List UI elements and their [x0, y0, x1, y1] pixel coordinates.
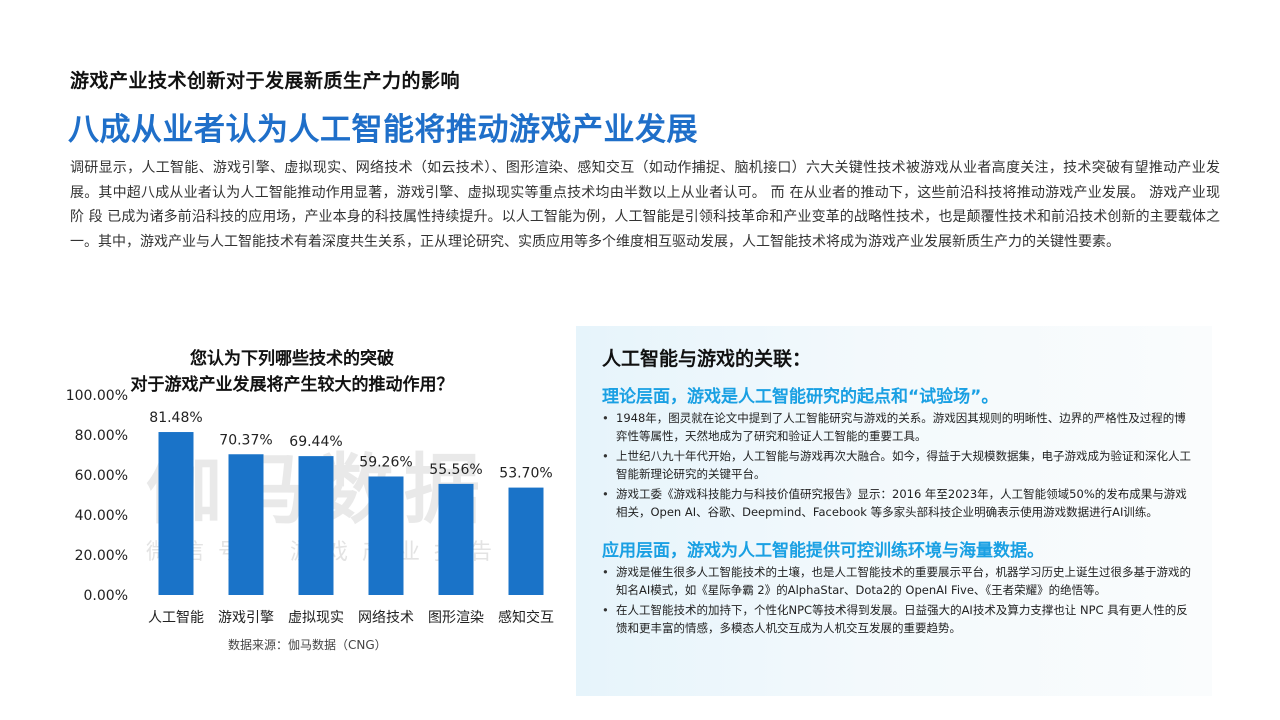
y-tick-label: 60.00%	[75, 468, 128, 484]
theory-bullet-list: 1948年，图灵就在论文中提到了人工智能研究与游戏的关系。游戏因其规则的明晰性、…	[602, 410, 1196, 524]
bar-value-label: 59.26%	[359, 454, 412, 470]
y-tick-label: 40.00%	[75, 508, 128, 524]
y-tick-label: 20.00%	[75, 548, 128, 564]
bar-2	[228, 454, 264, 595]
data-source: 数据来源：伽马数据（CNG）	[228, 638, 387, 652]
x-category-label: 感知交互	[498, 609, 554, 626]
bar-value-label: 69.44%	[289, 434, 342, 450]
y-tick-label: 0.00%	[84, 588, 128, 604]
list-item: 在人工智能技术的加持下，个性化NPC等技术得到发展。日益强大的AI技术及算力支撑…	[602, 602, 1196, 637]
list-item: 游戏工委《游戏科技能力与科技价值研究报告》显示：2016 年至2023年，人工智…	[602, 486, 1196, 521]
bar-5	[438, 483, 474, 595]
chart-title-line-1: 您认为下列哪些技术的突破	[190, 349, 394, 369]
bar-value-label: 53.70%	[499, 466, 552, 482]
x-category-label: 虚拟现实	[288, 610, 344, 626]
chart-title-line-2: 对于游戏产业发展将产生较大的推动作用？	[130, 375, 454, 395]
x-category-label: 游戏引擎	[218, 610, 274, 626]
bar-6	[508, 487, 544, 595]
y-tick-label: 100.00%	[66, 388, 128, 404]
list-item: 上世纪八九十年代开始，人工智能与游戏再次大融合。如今，得益于大规模数据集，电子游…	[602, 448, 1196, 483]
bar-value-label: 81.48%	[149, 410, 202, 426]
section-heading-theory: 理论层面，游戏是人工智能研究的起点和“试验场”。	[602, 387, 999, 407]
page-headline: 八成从业者认为人工智能将推动游戏产业发展	[68, 112, 698, 148]
x-category-label: 网络技术	[358, 610, 414, 626]
y-tick-label: 80.00%	[75, 428, 128, 444]
page-kicker: 游戏产业技术创新对于发展新质生产力的影响	[70, 70, 461, 92]
panel-title: 人工智能与游戏的关联：	[602, 348, 812, 370]
list-item: 1948年，图灵就在论文中提到了人工智能研究与游戏的关系。游戏因其规则的明晰性、…	[602, 410, 1196, 445]
application-bullet-list: 游戏是催生很多人工智能技术的土壤，也是人工智能技术的重要展示平台，机器学习历史上…	[602, 564, 1196, 640]
bar-3	[298, 456, 334, 595]
bar-value-label: 70.37%	[219, 432, 272, 448]
x-category-label: 人工智能	[148, 610, 204, 626]
bar-4	[368, 476, 404, 595]
intro-paragraph: 调研显示，人工智能、游戏引擎、虚拟现实、网络技术（如云技术）、图形渲染、感知交互…	[70, 160, 1220, 250]
bar-1	[158, 432, 194, 595]
section-heading-application: 应用层面，游戏为人工智能提供可控训练环境与海量数据。	[602, 541, 1044, 561]
ai-games-panel: 人工智能与游戏的关联： 理论层面，游戏是人工智能研究的起点和“试验场”。 194…	[576, 326, 1212, 696]
x-category-label: 图形渲染	[428, 610, 484, 626]
bar-value-label: 55.56%	[429, 462, 482, 478]
list-item: 游戏是催生很多人工智能技术的土壤，也是人工智能技术的重要展示平台，机器学习历史上…	[602, 564, 1196, 599]
